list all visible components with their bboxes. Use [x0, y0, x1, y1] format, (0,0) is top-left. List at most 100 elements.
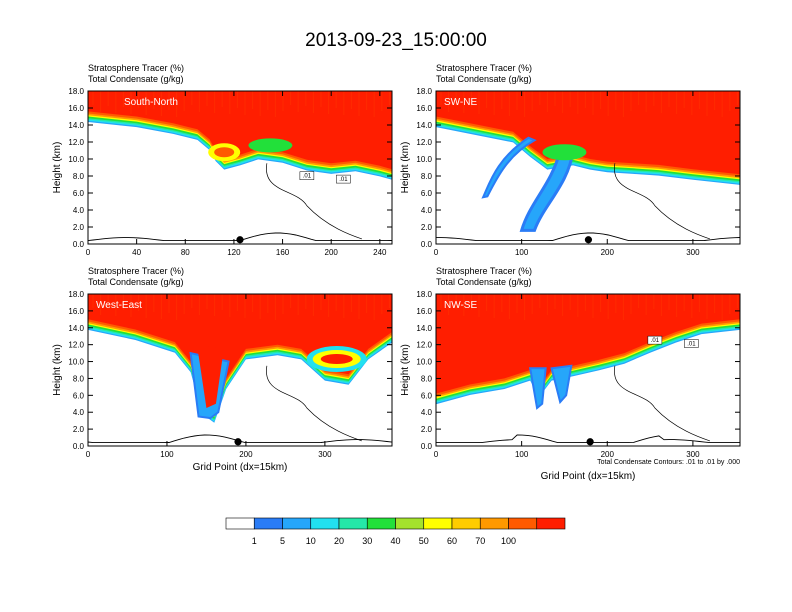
x-tick-label: 300 [318, 450, 332, 459]
x-tick-label: 200 [325, 248, 339, 257]
x-tick-label: 100 [160, 450, 174, 459]
colorbar-label: 1 [252, 536, 257, 546]
location-marker [236, 236, 244, 244]
y-tick-label: 0.0 [73, 442, 85, 451]
y-tick-label: 10.0 [416, 358, 432, 367]
field-label: Total Condensate (g/kg) [436, 277, 532, 287]
tracer-intrusion-core [196, 344, 224, 408]
colorbar-swatch [479, 517, 509, 530]
tracer-fold [248, 138, 293, 153]
y-tick-label: 16.0 [68, 307, 84, 316]
tracer-blob-core [320, 354, 353, 365]
contour-label: .01 [339, 177, 348, 183]
contour-label: .01 [651, 338, 660, 344]
x-tick-label: 0 [434, 450, 439, 459]
y-tick-label: 12.0 [68, 138, 84, 147]
y-tick-label: 14.0 [416, 324, 432, 333]
tracer-intrusion [481, 136, 537, 199]
x-tick-label: 100 [515, 450, 529, 459]
y-tick-label: 8.0 [73, 374, 85, 383]
panel-nw-se: .01 .01 0.0 2.0 4.0 6.0 8.0 10.0 12.0 14.0 16.0 18.… [400, 266, 741, 482]
y-tick-label: 12.0 [416, 341, 432, 350]
y-tick-label: 4.0 [421, 206, 433, 215]
plot-frame [87, 293, 393, 447]
plot-area [88, 294, 392, 446]
field-label: Stratosphere Tracer (%) [88, 63, 184, 73]
y-tick-label: 14.0 [68, 121, 84, 130]
y-tick-label: 6.0 [73, 391, 85, 400]
contour-label-box [336, 174, 351, 184]
colorbar-label: 10 [306, 536, 316, 546]
colorbar-swatch [536, 517, 566, 530]
tracer-intrusion [529, 367, 547, 410]
y-tick-label: 10.0 [68, 155, 84, 164]
location-marker [586, 438, 594, 446]
x-tick-label: 160 [276, 248, 290, 257]
x-axis-label: Grid Point (dx=15km) [193, 462, 288, 473]
tracer-red-region [88, 294, 392, 413]
y-tick-label: 2.0 [73, 223, 85, 232]
contour-label-box [299, 171, 315, 180]
y-tick-label: 2.0 [73, 425, 85, 434]
y-tick-label: 12.0 [416, 138, 432, 147]
colorbar-swatch [508, 517, 538, 530]
field-label: Total Condensate (g/kg) [88, 74, 184, 84]
x-tick-label: 200 [239, 450, 253, 459]
y-tick-label: 0.0 [421, 240, 433, 249]
colorbar-label: 60 [447, 536, 457, 546]
tracer-intrusion [519, 149, 575, 232]
condensate-contour [614, 163, 710, 240]
y-tick-label: 16.0 [416, 104, 432, 113]
y-tick-label: 14.0 [416, 121, 432, 130]
colorbar-label: 100 [501, 536, 516, 546]
y-tick-label: 10.0 [68, 358, 84, 367]
colorbar-label: 30 [362, 536, 372, 546]
tracer-red-region [436, 91, 740, 175]
y-tick-label: 2.0 [421, 223, 433, 232]
y-tick-label: 4.0 [73, 408, 85, 417]
location-marker [584, 236, 593, 244]
y-axis-label: Height (km) [400, 142, 411, 194]
colorbar-label: 50 [419, 536, 429, 546]
x-tick-label: 0 [434, 248, 439, 257]
y-tick-label: 6.0 [421, 189, 433, 198]
y-tick-label: 10.0 [416, 155, 432, 164]
x-tick-label: 200 [601, 248, 615, 257]
plot-frame [435, 293, 741, 447]
contour-label: .01 [687, 342, 696, 348]
y-tick-label: 18.0 [416, 87, 432, 96]
panel-label: West-East [96, 300, 142, 311]
y-tick-label: 16.0 [68, 104, 84, 113]
tracer-fold-core [214, 147, 235, 158]
figure-title: 2013-09-23_15:00:00 [305, 30, 487, 51]
y-axis-label: Height (km) [52, 142, 63, 194]
panel-sw-ne: 0.0 2.0 4.0 6.0 8.0 10.0 12.0 14.0 16.0 18.0 0 100 2… [400, 63, 741, 257]
colorbar-swatch [253, 517, 283, 530]
panel-label: NW-SE [444, 300, 477, 311]
x-tick-label: 40 [132, 248, 141, 257]
colorbar-swatch [451, 517, 481, 530]
plot-area: .01 .01 [436, 294, 740, 446]
contour-footnote: Total Condensate Contours: .01 to .01 by… [597, 459, 740, 466]
location-marker [234, 438, 242, 446]
y-tick-label: 0.0 [73, 240, 85, 249]
panel-label: SW-NE [444, 97, 477, 108]
y-tick-label: 8.0 [73, 172, 85, 181]
plot-area: .01 .01 [88, 91, 392, 244]
condensate-contour [614, 365, 710, 442]
colorbar-label: 5 [280, 536, 285, 546]
y-tick-label: 6.0 [73, 189, 85, 198]
x-axis-label: Grid Point (dx=15km) [541, 471, 636, 482]
terrain-line [436, 232, 740, 242]
y-tick-label: 14.0 [68, 324, 84, 333]
y-tick-label: 18.0 [416, 290, 432, 299]
colorbar-label: 20 [334, 536, 344, 546]
condensate-contour [266, 163, 362, 240]
colorbar-swatch [366, 517, 396, 530]
field-label: Total Condensate (g/kg) [88, 277, 184, 287]
tracer-red-region [436, 294, 740, 394]
colorbar-swatch [395, 517, 425, 530]
y-tick-label: 12.0 [68, 341, 84, 350]
